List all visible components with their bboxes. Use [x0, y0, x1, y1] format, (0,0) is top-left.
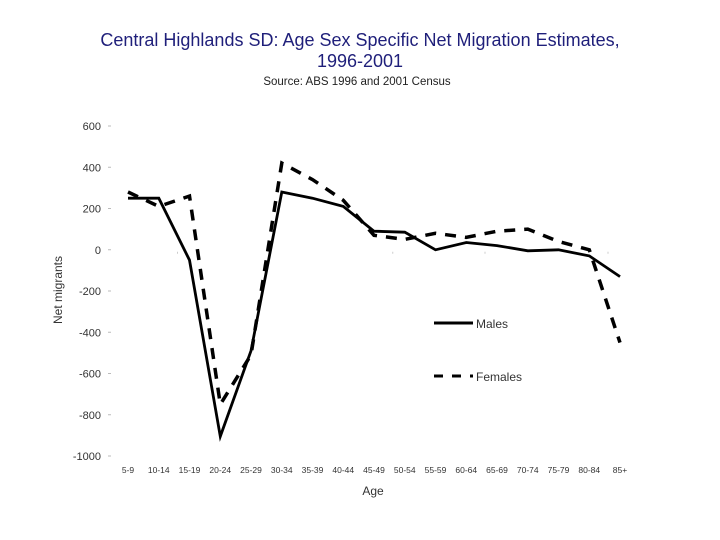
y-tick-label: 400	[83, 162, 101, 174]
y-tick-label: 200	[83, 204, 101, 216]
x-tick-label: 80-84	[578, 465, 600, 475]
legend-label-males: Males	[476, 317, 508, 331]
x-tick-label: 65-69	[486, 465, 508, 475]
x-tick-label: 30-34	[271, 465, 293, 475]
y-tick-label: 600	[83, 121, 101, 133]
chart-title-line2: 1996-2001	[316, 51, 404, 71]
y-tick-label: -800	[79, 410, 101, 422]
legend: Males Females	[434, 317, 522, 384]
chart-subtitle: Source: ABS 1996 and 2001 Census	[263, 76, 451, 88]
x-tick-label: 60-64	[455, 465, 477, 475]
x-tick-label: 45-49	[363, 465, 385, 475]
x-tick-label: 15-19	[179, 465, 201, 475]
series-line-females	[127, 160, 622, 410]
x-tick-label: 25-29	[240, 465, 262, 475]
x-tick-label: 70-74	[517, 465, 539, 475]
x-tick-label: 20-24	[209, 465, 231, 475]
legend-label-females: Females	[476, 370, 522, 384]
x-tick-label: 10-14	[148, 465, 170, 475]
y-tick-label: -200	[79, 286, 101, 298]
x-tick-label: 5-9	[122, 465, 135, 475]
y-tick-label: -1000	[73, 451, 101, 463]
series-layer	[127, 160, 622, 442]
x-tick-label: 75-79	[548, 465, 570, 475]
x-tick-label: 55-59	[425, 465, 447, 475]
x-axis-label: Age	[362, 484, 384, 498]
y-axis-label: Net migrants	[51, 256, 65, 324]
y-tick-label: -600	[79, 369, 101, 381]
y-tick-label: -400	[79, 327, 101, 339]
x-tick-label: 50-54	[394, 465, 416, 475]
series-line-males	[128, 190, 621, 442]
x-tick-label: 85+	[613, 465, 627, 475]
x-axis: 5-9 10-14 15-19 20-24 25-29 30-34 35-39 40-44 45…	[122, 251, 627, 475]
x-tick-label: 40-44	[332, 465, 354, 475]
y-axis: 600 400 200 0 -200 -400 -600 -800 -1000	[73, 121, 111, 463]
x-tick-label: 35-39	[302, 465, 324, 475]
chart-title-line1: Central Highlands SD: Age Sex Specific N…	[100, 30, 620, 50]
chart-title: Central Highlands SD: Age Sex Specific N…	[0, 30, 720, 72]
y-tick-label: 0	[95, 245, 101, 257]
